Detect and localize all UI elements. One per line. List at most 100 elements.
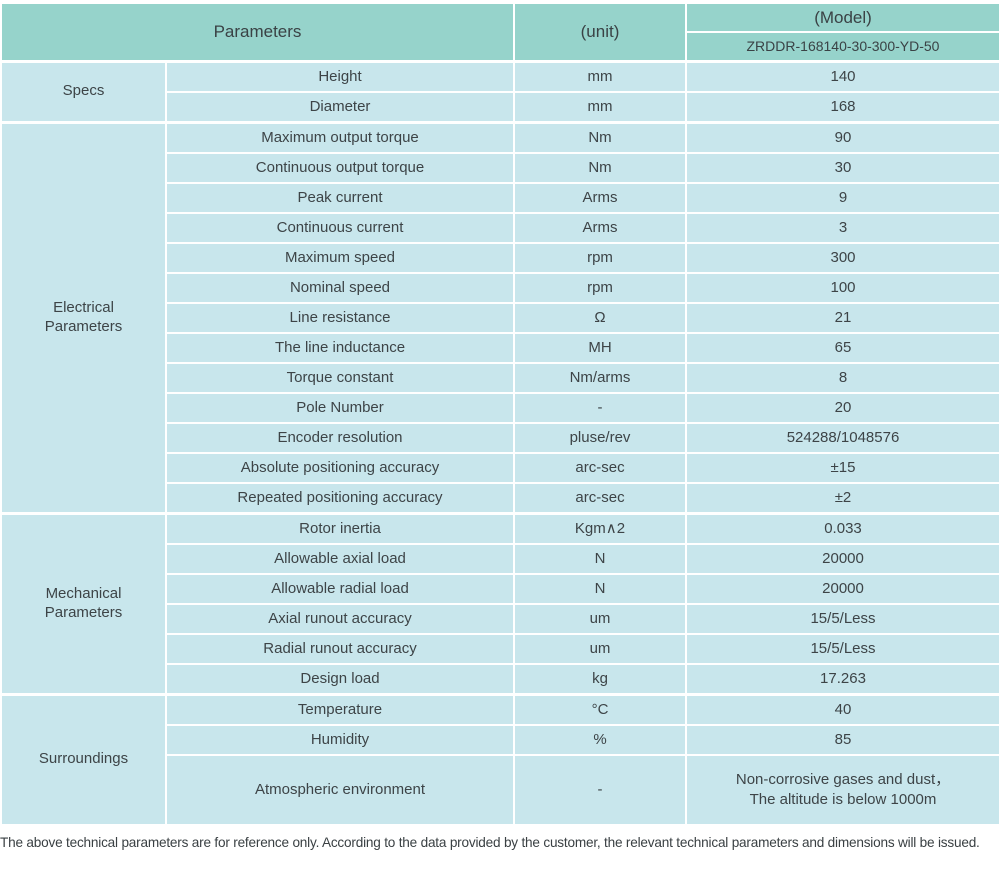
param-cell: Diameter bbox=[165, 90, 515, 123]
param-cell: Axial runout accuracy bbox=[165, 602, 515, 635]
param-cell: Line resistance bbox=[165, 301, 515, 334]
table-row: Absolute positioning accuracy arc-sec ±1… bbox=[1, 451, 999, 484]
param-cell: Torque constant bbox=[165, 361, 515, 394]
footer-note: The above technical parameters are for r… bbox=[0, 834, 980, 850]
unit-cell: kg bbox=[513, 662, 687, 695]
table-row: Nominal speed rpm 100 bbox=[1, 271, 999, 304]
value-cell: ±2 bbox=[685, 481, 999, 514]
param-cell: Allowable radial load bbox=[165, 572, 515, 605]
unit-cell: Arms bbox=[513, 181, 687, 214]
value-cell: 140 bbox=[685, 59, 999, 93]
param-cell: Maximum speed bbox=[165, 241, 515, 274]
section-label-electrical: Electrical Parameters bbox=[0, 120, 167, 514]
param-cell: Pole Number bbox=[165, 391, 515, 424]
unit-cell: MH bbox=[513, 331, 687, 364]
value-cell: 20000 bbox=[685, 572, 999, 605]
value-cell: 90 bbox=[685, 120, 999, 154]
section-label-surroundings: Surroundings bbox=[0, 692, 167, 826]
unit-cell: Nm/arms bbox=[513, 361, 687, 394]
param-cell: Repeated positioning accuracy bbox=[165, 481, 515, 514]
unit-cell: mm bbox=[513, 59, 687, 93]
value-cell: 85 bbox=[685, 723, 999, 756]
table-row: Surroundings Temperature °C 40 bbox=[0, 692, 999, 826]
value-cell: 20 bbox=[685, 391, 999, 424]
value-cell: 168 bbox=[685, 90, 999, 123]
value-cell: 65 bbox=[685, 331, 999, 364]
value-cell: 20000 bbox=[685, 542, 999, 575]
unit-cell: - bbox=[513, 391, 687, 424]
table-row: Encoder resolution pluse/rev 524288/1048… bbox=[1, 421, 999, 454]
unit-cell: rpm bbox=[513, 241, 687, 274]
table-row: Atmospheric environment - Non-corrosive … bbox=[1, 753, 999, 826]
table-row: The line inductance MH 65 bbox=[1, 331, 999, 364]
unit-cell: Nm bbox=[513, 151, 687, 184]
table-row: Continuous output torque Nm 30 bbox=[1, 151, 999, 184]
value-cell: 40 bbox=[685, 692, 999, 726]
unit-cell: arc-sec bbox=[513, 451, 687, 484]
table-row: Axial runout accuracy um 15/5/Less bbox=[1, 602, 999, 635]
param-cell: Height bbox=[165, 59, 515, 93]
param-cell: Peak current bbox=[165, 181, 515, 214]
table-row: Allowable radial load N 20000 bbox=[1, 572, 999, 605]
section-label-mechanical: Mechanical Parameters bbox=[0, 511, 167, 695]
table-row: Torque constant Nm/arms 8 bbox=[1, 361, 999, 394]
value-cell: 21 bbox=[685, 301, 999, 334]
table-row: Specs Height mm 140 bbox=[0, 59, 999, 123]
value-cell: 15/5/Less bbox=[685, 602, 999, 635]
table-row: Allowable axial load N 20000 bbox=[1, 542, 999, 575]
table-row: Diameter mm 168 bbox=[1, 90, 999, 123]
unit-header: (unit) bbox=[513, 2, 687, 62]
unit-cell: Kgm∧2 bbox=[513, 511, 687, 545]
param-cell: Continuous output torque bbox=[165, 151, 515, 184]
model-code: ZRDDR-168140-30-300-YD-50 bbox=[685, 31, 999, 62]
table-row: Maximum speed rpm 300 bbox=[1, 241, 999, 274]
param-cell: Humidity bbox=[165, 723, 515, 756]
unit-cell: Arms bbox=[513, 211, 687, 244]
table-row: Mechanical Parameters Rotor inertia Kgm∧… bbox=[0, 511, 999, 695]
value-cell: Non-corrosive gases and dust， The altitu… bbox=[685, 753, 999, 826]
param-cell: Nominal speed bbox=[165, 271, 515, 304]
unit-cell: um bbox=[513, 602, 687, 635]
unit-cell: um bbox=[513, 632, 687, 665]
table-row: Humidity % 85 bbox=[1, 723, 999, 756]
value-cell: 15/5/Less bbox=[685, 632, 999, 665]
value-cell: 8 bbox=[685, 361, 999, 394]
param-cell: Absolute positioning accuracy bbox=[165, 451, 515, 484]
unit-cell: N bbox=[513, 572, 687, 605]
model-header: (Model) bbox=[685, 2, 999, 33]
parameters-table: Parameters (unit) (Model) ZRDDR-168140-3… bbox=[0, 2, 999, 826]
param-cell: Atmospheric environment bbox=[165, 753, 515, 826]
unit-cell: °C bbox=[513, 692, 687, 726]
param-cell: Temperature bbox=[165, 692, 515, 726]
value-cell: 0.033 bbox=[685, 511, 999, 545]
value-cell: ±15 bbox=[685, 451, 999, 484]
table-row: Electrical Parameters Maximum output tor… bbox=[0, 120, 999, 514]
section-label-specs: Specs bbox=[0, 59, 167, 123]
unit-cell: rpm bbox=[513, 271, 687, 304]
unit-cell: N bbox=[513, 542, 687, 575]
table-row: Continuous current Arms 3 bbox=[1, 211, 999, 244]
unit-cell: pluse/rev bbox=[513, 421, 687, 454]
header-row-1: Parameters (unit) (Model) bbox=[0, 2, 999, 62]
value-cell: 524288/1048576 bbox=[685, 421, 999, 454]
value-cell: 100 bbox=[685, 271, 999, 304]
table-row: Line resistance Ω 21 bbox=[1, 301, 999, 334]
unit-cell: arc-sec bbox=[513, 481, 687, 514]
unit-cell: Ω bbox=[513, 301, 687, 334]
unit-cell: mm bbox=[513, 90, 687, 123]
param-cell: Design load bbox=[165, 662, 515, 695]
value-cell: 3 bbox=[685, 211, 999, 244]
unit-cell: % bbox=[513, 723, 687, 756]
unit-cell: Nm bbox=[513, 120, 687, 154]
table-row: Repeated positioning accuracy arc-sec ±2 bbox=[1, 481, 999, 514]
unit-cell: - bbox=[513, 753, 687, 826]
param-cell: Rotor inertia bbox=[165, 511, 515, 545]
header-row-2: ZRDDR-168140-30-300-YD-50 bbox=[1, 31, 999, 62]
table-row: Peak current Arms 9 bbox=[1, 181, 999, 214]
value-cell: 30 bbox=[685, 151, 999, 184]
param-cell: Radial runout accuracy bbox=[165, 632, 515, 665]
param-cell: The line inductance bbox=[165, 331, 515, 364]
value-cell: 17.263 bbox=[685, 662, 999, 695]
table-body: Specs Height mm 140 Diameter mm 168 Elec… bbox=[0, 59, 999, 826]
